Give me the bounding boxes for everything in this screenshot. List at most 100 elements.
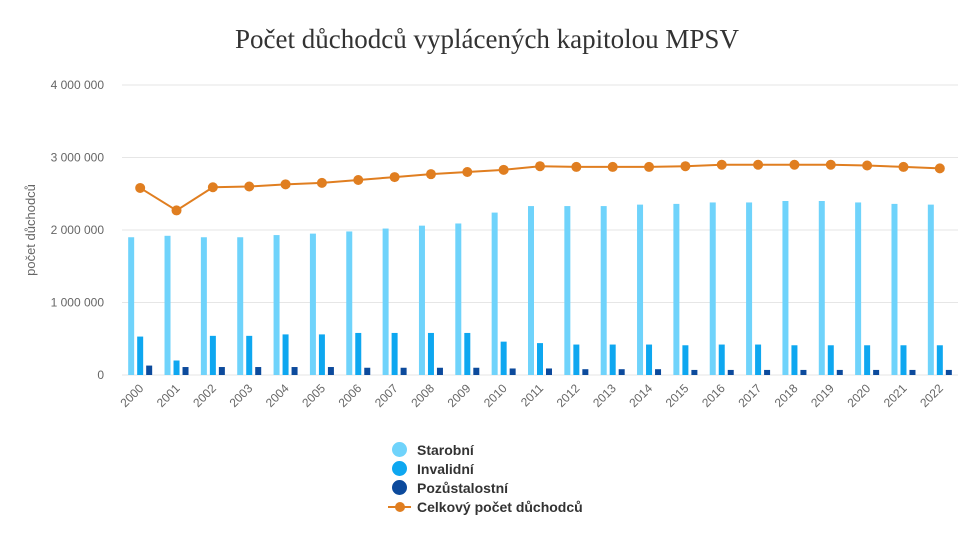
- bar: [164, 235, 171, 375]
- bar: [718, 344, 725, 375]
- bar: [637, 204, 644, 375]
- bar: [455, 223, 462, 375]
- line-point: [862, 160, 873, 171]
- x-tick-label: 2021: [881, 381, 910, 410]
- legend-label: Invalidní: [417, 460, 474, 477]
- legend-swatch: [392, 480, 407, 495]
- y-tick-label: 3 000 000: [51, 151, 105, 165]
- line-point: [498, 164, 509, 175]
- bar: [509, 368, 516, 375]
- bar: [464, 332, 471, 375]
- bar: [709, 202, 716, 375]
- bar: [546, 368, 552, 375]
- legend-item[interactable]: Pozůstalostní: [388, 478, 583, 497]
- x-tick-label: 2015: [663, 381, 692, 410]
- bar: [564, 206, 571, 375]
- bar: [237, 237, 244, 375]
- x-tick-label: 2001: [154, 381, 183, 410]
- bar: [364, 367, 371, 375]
- y-axis-label: počet důchodců: [23, 184, 38, 276]
- bar: [945, 369, 952, 375]
- x-tick-label: 2004: [263, 381, 292, 410]
- bar: [655, 369, 662, 375]
- bar: [200, 237, 207, 375]
- bar: [800, 369, 807, 375]
- bar: [327, 367, 334, 375]
- legend-swatch: [388, 501, 411, 512]
- legend-label: Celkový počet důchodců: [417, 498, 583, 515]
- x-tick-label: 2022: [917, 381, 946, 410]
- legend-label: Starobní: [417, 441, 474, 458]
- x-tick-label: 2020: [844, 381, 873, 410]
- x-tick-label: 2014: [626, 381, 655, 410]
- line-point: [171, 205, 182, 216]
- bar: [246, 335, 253, 375]
- bar: [936, 345, 943, 375]
- bar: [528, 206, 534, 375]
- line-point: [644, 161, 655, 172]
- bar: [318, 334, 325, 375]
- bar: [891, 203, 898, 375]
- bar: [600, 206, 607, 375]
- bar: [146, 365, 153, 375]
- bar: [727, 369, 734, 375]
- bar: [900, 345, 907, 375]
- x-tick-label: 2005: [299, 381, 328, 410]
- bar: [137, 336, 144, 375]
- y-tick-label: 2 000 000: [51, 223, 105, 237]
- legend-label: Pozůstalostní: [417, 479, 509, 496]
- bar: [491, 212, 498, 375]
- bar: [400, 367, 407, 375]
- bar: [291, 367, 298, 375]
- y-tick-label: 1 000 000: [51, 296, 105, 310]
- legend-swatch: [392, 461, 407, 476]
- bar: [764, 369, 771, 375]
- bar: [255, 367, 262, 375]
- bar: [427, 332, 434, 375]
- x-tick-label: 2003: [227, 381, 256, 410]
- bar: [646, 344, 653, 375]
- bar: [128, 237, 135, 375]
- bar: [782, 201, 789, 375]
- x-tick-label: 2016: [699, 381, 728, 410]
- legend-item[interactable]: Starobní: [388, 440, 583, 459]
- bar: [791, 345, 798, 375]
- bar: [855, 202, 862, 375]
- legend-item[interactable]: Celkový počet důchodců: [388, 497, 583, 516]
- legend-item[interactable]: Invalidní: [388, 459, 583, 478]
- x-tick-label: 2006: [336, 381, 365, 410]
- bar: [618, 369, 625, 375]
- bar: [218, 367, 225, 375]
- bar: [282, 334, 289, 375]
- line-point: [898, 161, 909, 172]
- x-tick-label: 2008: [408, 381, 437, 410]
- x-tick-label: 2000: [118, 381, 147, 410]
- line-point: [244, 181, 255, 192]
- line-point: [207, 182, 218, 193]
- line-point: [607, 161, 618, 172]
- line-point: [462, 167, 473, 177]
- bar: [818, 201, 825, 375]
- x-tick-label: 2007: [372, 381, 401, 410]
- bar: [418, 225, 425, 375]
- y-tick-label: 0: [97, 368, 104, 382]
- bar: [309, 233, 316, 375]
- bar: [436, 367, 443, 375]
- bar: [173, 360, 180, 375]
- bar: [473, 367, 480, 375]
- line-point: [135, 182, 146, 193]
- x-tick-label: 2009: [445, 381, 474, 410]
- line-point: [825, 159, 836, 170]
- x-tick-label: 2012: [554, 381, 583, 410]
- bar: [609, 344, 616, 375]
- line-point: [571, 161, 582, 172]
- bar: [691, 369, 698, 375]
- bar: [746, 202, 753, 375]
- bar: [209, 335, 216, 375]
- bar: [573, 344, 580, 375]
- bar: [182, 367, 189, 375]
- bar: [500, 341, 507, 375]
- line-point: [535, 161, 545, 172]
- line-point: [353, 174, 364, 185]
